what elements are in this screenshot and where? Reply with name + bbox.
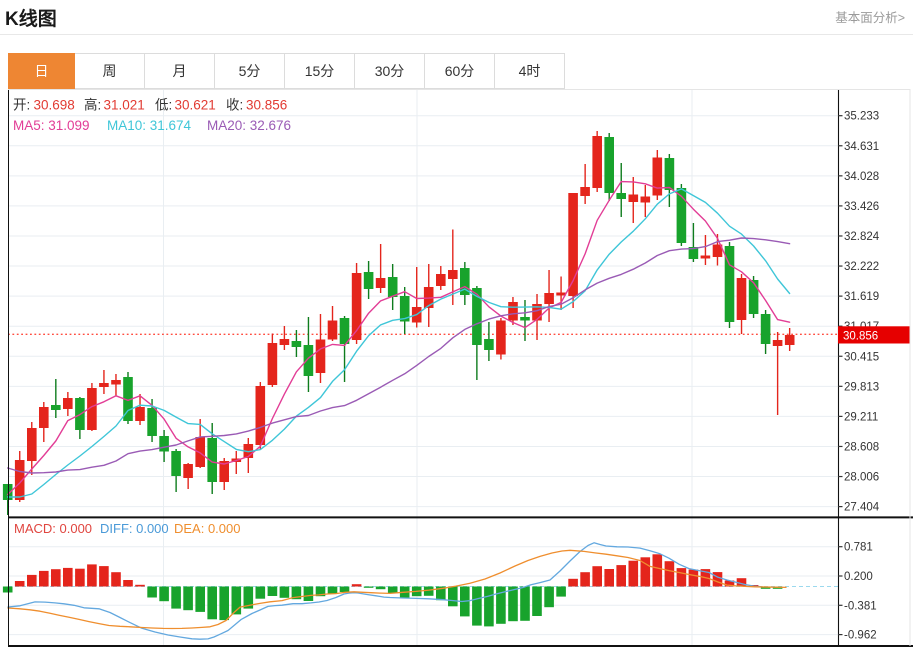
svg-text:28.608: 28.608: [844, 441, 879, 453]
svg-text:34.631: 34.631: [844, 141, 879, 153]
svg-text:29.813: 29.813: [844, 381, 879, 393]
svg-text:33.426: 33.426: [844, 201, 879, 213]
svg-text:32.824: 32.824: [844, 231, 880, 243]
svg-text:27.404: 27.404: [844, 502, 880, 514]
svg-text:29.211: 29.211: [844, 411, 878, 423]
svg-text:30.856: 30.856: [843, 331, 878, 343]
svg-text:34.028: 34.028: [844, 171, 879, 183]
svg-text:32.222: 32.222: [844, 261, 879, 273]
svg-text:0.200: 0.200: [844, 571, 873, 583]
svg-text:0.781: 0.781: [844, 542, 873, 554]
svg-text:-0.381: -0.381: [844, 600, 877, 612]
svg-text:-0.962: -0.962: [844, 630, 877, 642]
svg-text:28.006: 28.006: [844, 472, 879, 484]
svg-text:30.415: 30.415: [844, 351, 879, 363]
svg-text:31.619: 31.619: [844, 291, 879, 303]
svg-text:35.233: 35.233: [844, 111, 879, 123]
